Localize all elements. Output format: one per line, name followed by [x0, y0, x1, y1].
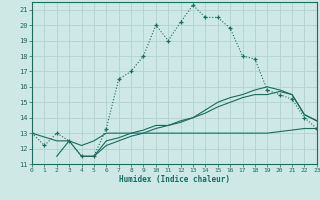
X-axis label: Humidex (Indice chaleur): Humidex (Indice chaleur): [119, 175, 230, 184]
